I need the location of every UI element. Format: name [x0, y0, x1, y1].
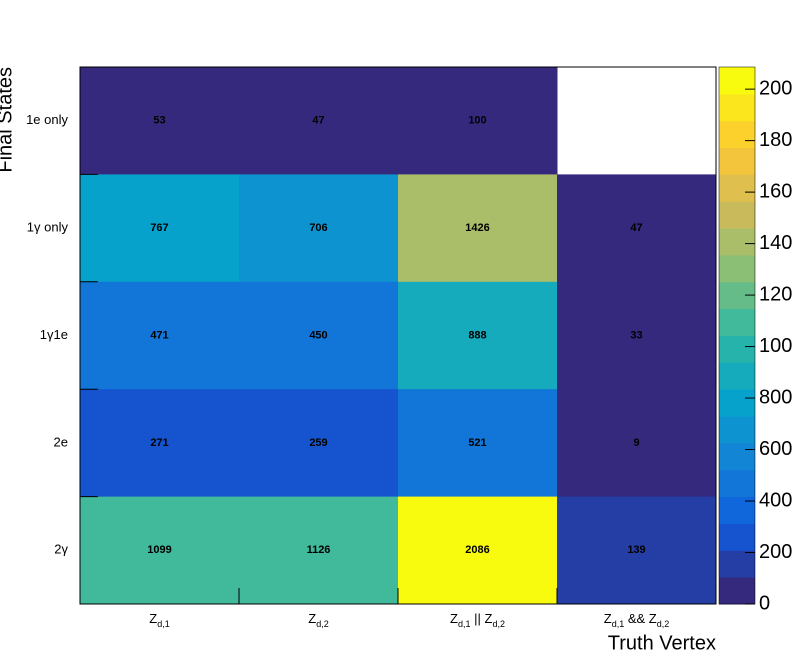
palette-box — [719, 550, 755, 578]
cell — [398, 281, 558, 390]
cell — [398, 389, 558, 498]
y-tick-label: 2γ — [54, 542, 68, 557]
cell-label: 1126 — [307, 544, 331, 556]
subscript: d,2 — [316, 619, 329, 629]
palette-box — [719, 254, 755, 283]
cell — [239, 174, 399, 283]
x-axis-title: Truth Vertex — [608, 632, 716, 654]
cell-label: 1099 — [147, 544, 171, 556]
palette-box — [719, 67, 755, 95]
cell — [80, 67, 240, 175]
subscript: d,1 — [458, 619, 471, 629]
cell — [398, 496, 558, 605]
cell — [398, 67, 558, 175]
cell — [239, 496, 399, 605]
cell-label: 9 — [633, 437, 639, 449]
label-part: || Z — [471, 611, 493, 626]
z-tick-label: 160 — [759, 180, 792, 202]
palette-box — [719, 174, 755, 202]
y-tick-label: 1e only — [26, 112, 68, 127]
cell — [557, 174, 717, 283]
cell-label: 47 — [312, 115, 324, 127]
cell-label: 271 — [150, 437, 168, 449]
cell — [557, 281, 717, 390]
label-part: Z — [308, 611, 316, 626]
z-tick-label: 600 — [759, 438, 792, 460]
palette-box — [719, 442, 755, 471]
subscript: d,1 — [157, 619, 170, 629]
cell-label: 1426 — [465, 222, 489, 234]
cell — [557, 389, 717, 498]
palette-box — [719, 93, 755, 122]
palette-box — [719, 228, 755, 256]
subscript: d,1 — [612, 619, 625, 629]
palette-box — [719, 362, 755, 390]
z-tick-label: 120 — [759, 283, 792, 305]
cell-label: 53 — [153, 115, 165, 127]
subscript: d,2 — [492, 619, 505, 629]
cell — [398, 174, 558, 283]
y-axis-title: Final States — [0, 67, 16, 173]
subscript: d,2 — [657, 619, 670, 629]
y-tick-label: 2e — [54, 434, 68, 449]
palette-box — [719, 416, 755, 444]
cell-label: 259 — [309, 437, 327, 449]
palette-box — [719, 335, 755, 363]
palette-box — [719, 147, 755, 175]
label-part: Z — [604, 611, 612, 626]
z-tick-label: 0 — [759, 592, 770, 614]
x-tick-label: Zd,1 && Zd,2 — [604, 611, 670, 629]
cell — [80, 496, 240, 605]
cell-label: 47 — [630, 222, 642, 234]
cell — [557, 496, 717, 605]
z-tick-label: 140 — [759, 232, 792, 254]
palette-box — [719, 523, 755, 551]
cell-label: 521 — [468, 437, 486, 449]
cell-label: 139 — [627, 544, 645, 556]
palette-frame — [718, 66, 756, 605]
cell-label: 471 — [150, 329, 168, 341]
cell-label: 767 — [150, 222, 168, 234]
label-part: && Z — [624, 611, 657, 626]
cell — [80, 281, 240, 390]
x-tick-label: Zd,1 || Zd,2 — [450, 611, 505, 629]
cell — [239, 389, 399, 498]
x-tick-label: Zd,1 — [149, 611, 169, 629]
cell — [239, 67, 399, 175]
cell-label: 706 — [309, 222, 327, 234]
label-part: Z — [149, 611, 157, 626]
z-tick-label: 400 — [759, 489, 792, 511]
cell-label: 888 — [468, 329, 486, 341]
z-tick-label: 180 — [759, 129, 792, 151]
z-tick-label: 800 — [759, 386, 792, 408]
cell — [80, 389, 240, 498]
palette-box — [719, 201, 755, 229]
y-tick-label: 1γ1e — [40, 327, 68, 342]
z-tick-label: 100 — [759, 335, 792, 357]
cell — [239, 281, 399, 390]
cell-label: 2086 — [465, 544, 489, 556]
cell-label: 450 — [309, 329, 327, 341]
x-tick-label: Zd,2 — [308, 611, 328, 629]
cell-label: 100 — [468, 115, 486, 127]
palette-box — [719, 308, 755, 336]
cell — [80, 174, 240, 283]
y-tick-label: 1γ only — [27, 220, 69, 235]
palette-box — [719, 120, 755, 149]
label-part: Z — [450, 611, 458, 626]
cell-label: 33 — [630, 329, 642, 341]
palette-box — [719, 469, 755, 498]
palette-box — [719, 389, 755, 417]
z-tick-label: 200 — [759, 77, 792, 99]
z-tick-label: 200 — [759, 541, 792, 563]
palette-box — [719, 577, 755, 605]
